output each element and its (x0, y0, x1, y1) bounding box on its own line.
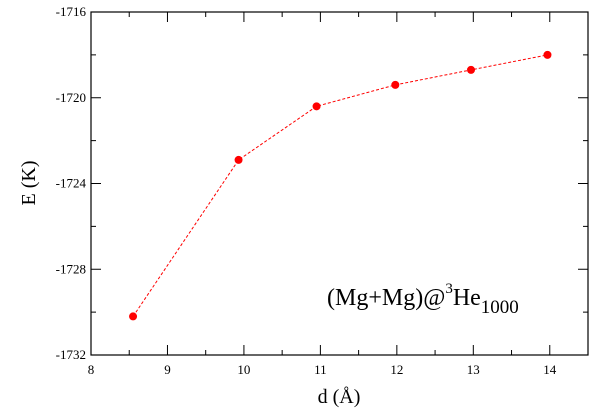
x-tick-label: 12 (390, 362, 403, 377)
axis-ticks: 8 9 10 11 12 13 14 -1732 -1728 -1724 -1720 -1716 (56, 4, 589, 377)
y-tick-label: -1716 (56, 4, 87, 19)
x-tick-label: 8 (88, 362, 95, 377)
data-point (234, 155, 243, 164)
x-tick-label: 11 (314, 362, 327, 377)
y-axis-title: E (K) (18, 161, 40, 206)
annotation-subscript: 1000 (481, 297, 519, 318)
series-line (132, 54, 548, 317)
data-point (467, 65, 476, 74)
y-tick-label: -1720 (56, 90, 86, 105)
series-layer (129, 50, 552, 321)
annotation-superscript: 3 (445, 281, 453, 297)
data-point (129, 312, 138, 321)
x-tick-label: 10 (237, 362, 250, 377)
y-tick-label: -1724 (56, 176, 87, 191)
annotation-base: (Mg+Mg)@ (327, 285, 445, 311)
x-axis-title: d (Å) (318, 386, 361, 408)
data-point (543, 50, 552, 59)
annotation-label: (Mg+Mg)@3He1000 (327, 281, 519, 318)
data-point (312, 102, 321, 111)
annotation-element: He (453, 285, 481, 311)
x-tick-label: 13 (467, 362, 480, 377)
x-tick-label: 14 (543, 362, 557, 377)
data-point (391, 80, 400, 89)
y-tick-label: -1732 (56, 347, 86, 362)
x-tick-label: 9 (164, 362, 171, 377)
y-tick-label: -1728 (56, 261, 86, 276)
